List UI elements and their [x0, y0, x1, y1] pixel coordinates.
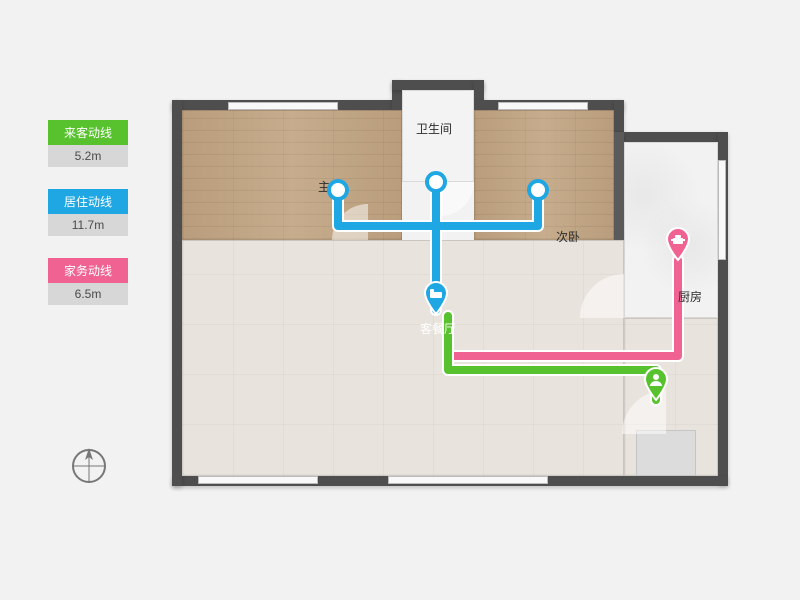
room-living	[182, 240, 624, 476]
window	[388, 476, 548, 484]
pin-guest-icon	[642, 366, 670, 402]
window	[198, 476, 318, 484]
pin-living-icon	[422, 280, 450, 316]
legend-title-living: 居住动线	[48, 189, 128, 214]
wall	[172, 100, 182, 486]
room-label-kitchen: 厨房	[678, 288, 702, 305]
window	[498, 102, 588, 110]
legend-title-guest: 来客动线	[48, 120, 128, 145]
route-node	[527, 179, 549, 201]
wall	[614, 132, 724, 142]
wall	[392, 80, 484, 90]
room-label-bathroom: 卫生间	[416, 120, 452, 137]
route-node	[425, 171, 447, 193]
legend-value-guest: 5.2m	[48, 145, 128, 167]
room-label-living: 客餐厅	[420, 320, 456, 337]
window	[718, 160, 726, 260]
pin-chore-icon	[664, 226, 692, 262]
legend-item-guest: 来客动线 5.2m	[48, 120, 128, 167]
legend-item-chore: 家务动线 6.5m	[48, 258, 128, 305]
room-label-second_bed: 次卧	[556, 228, 580, 245]
legend-item-living: 居住动线 11.7m	[48, 189, 128, 236]
legend-value-living: 11.7m	[48, 214, 128, 236]
room-second_bed	[474, 110, 614, 240]
entry-mat	[636, 430, 696, 476]
route-node	[327, 179, 349, 201]
legend-title-chore: 家务动线	[48, 258, 128, 283]
legend: 来客动线 5.2m 居住动线 11.7m 家务动线 6.5m	[48, 120, 128, 327]
room-master_bed	[182, 110, 402, 240]
floor-plan: 主卧卫生间次卧厨房客餐厅	[168, 70, 728, 490]
legend-value-chore: 6.5m	[48, 283, 128, 305]
compass-icon	[68, 445, 110, 487]
window	[228, 102, 338, 110]
